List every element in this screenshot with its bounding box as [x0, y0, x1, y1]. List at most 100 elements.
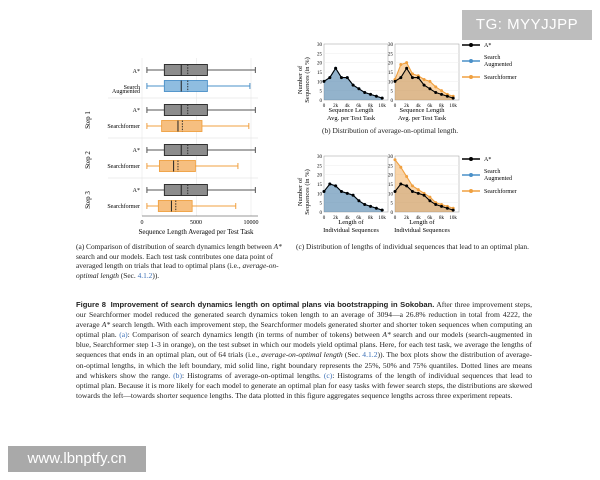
x-label: Length of — [409, 219, 435, 226]
y-tick: 15 — [388, 183, 394, 188]
x-label: Sequence Length — [400, 107, 446, 114]
y-tick: 10 — [388, 80, 394, 85]
x-tick: 6k — [356, 216, 362, 221]
row-label: Augmented — [112, 89, 140, 95]
series-point — [399, 76, 403, 80]
box — [157, 200, 193, 212]
box-x-label: Sequence Length Averaged per Test Task — [138, 228, 254, 236]
series-point — [416, 76, 420, 80]
y-tick: 20 — [388, 62, 394, 67]
series-point — [345, 191, 349, 195]
series-point — [445, 206, 449, 210]
series-point — [416, 188, 420, 192]
series-point — [445, 94, 449, 98]
series-point — [339, 76, 343, 80]
group-label: Step 3 — [84, 191, 92, 209]
x-label: Individual Sequences — [394, 227, 450, 234]
legend-astar: A* — [484, 157, 491, 163]
x-tick: 10000 — [244, 220, 259, 226]
series-area — [324, 68, 383, 100]
histogram-c-chart: Number of Sequences (in %) 0 5 10 15 20 25 30 0… — [297, 155, 517, 234]
x-label: Length of — [338, 219, 364, 226]
series-point — [451, 96, 455, 100]
series-point — [345, 76, 349, 80]
y-tick: 30 — [317, 155, 323, 160]
series-area — [395, 159, 454, 212]
box-sep-lines — [108, 97, 258, 179]
series-point — [428, 87, 432, 91]
series-point — [357, 87, 361, 91]
y-tick: 5 — [320, 90, 323, 95]
series-point — [451, 208, 455, 212]
series-point — [380, 96, 384, 100]
legend-searchformer: Searchformer — [484, 74, 517, 81]
x-tick: 0 — [323, 104, 326, 109]
box — [163, 64, 208, 76]
y-tick: 25 — [388, 164, 394, 169]
series-point — [334, 66, 338, 70]
series-point — [434, 85, 438, 89]
y-tick: 20 — [388, 174, 394, 179]
legend-augmented-dot — [469, 59, 473, 63]
y-tick: 15 — [388, 71, 394, 76]
series-point — [399, 165, 403, 169]
series-area — [324, 184, 383, 212]
series-point — [422, 77, 426, 81]
series-point — [428, 199, 432, 203]
y-tick: 5 — [320, 202, 323, 207]
y-tick: 30 — [317, 43, 323, 48]
series-point — [422, 193, 426, 197]
box-plot-chart: A* Search Augmented A* Searchformer A* S… — [84, 58, 259, 236]
box — [161, 120, 203, 132]
series-point — [405, 184, 409, 188]
y-tick: 0 — [320, 211, 323, 216]
series-point — [357, 199, 361, 203]
series-point — [328, 76, 332, 80]
group-label: Step 1 — [84, 111, 92, 129]
y-tick: 0 — [391, 99, 394, 104]
row-label: A* — [133, 148, 140, 154]
x-tick: 0 — [323, 216, 326, 221]
series-point — [363, 203, 367, 207]
x-label: Avg. per Test Task — [398, 115, 447, 122]
series-area — [324, 68, 383, 100]
histogram-b-chart: Number of Sequences (in %) 0 5 10 15 20 25 30 0… — [297, 43, 517, 122]
box — [163, 80, 208, 92]
x-tick: 4k — [345, 216, 351, 221]
legend-c: A* Search Augmented Searchformer — [462, 157, 517, 195]
watermark-bottom: www.lbnptfy.cn — [8, 446, 146, 472]
y-label: Sequences (in %) — [304, 57, 311, 102]
x-tick: 0 — [141, 220, 144, 226]
row-label: Search — [124, 85, 140, 91]
figure-caption: Figure 8 Improvement of search dynamics … — [76, 300, 532, 400]
series-area — [395, 68, 454, 100]
x-tick: 6k — [427, 216, 433, 221]
y-tick: 20 — [317, 174, 323, 179]
caption-a: (a) Comparison of distribution of search… — [76, 242, 282, 280]
series-point — [416, 191, 420, 195]
x-tick: 2k — [333, 104, 339, 109]
x-tick: 6k — [356, 104, 362, 109]
y-label: Number of — [297, 177, 304, 206]
row-label: Searchformer — [107, 163, 140, 170]
series-point — [410, 184, 414, 188]
legend-b: A* Search Augmented Searchformer — [462, 43, 517, 81]
legend-augmented: Search — [484, 169, 500, 175]
y-tick: 5 — [391, 202, 394, 207]
series-point — [399, 182, 403, 186]
series-point — [410, 76, 414, 80]
y-tick: 0 — [320, 99, 323, 104]
series-point — [405, 61, 409, 65]
series-point — [399, 63, 403, 67]
y-tick: 15 — [317, 71, 323, 76]
x-tick: 2k — [404, 104, 410, 109]
series-point — [434, 91, 438, 95]
box — [163, 104, 208, 116]
series-point — [410, 72, 414, 76]
legend-augmented-dot — [469, 173, 473, 177]
series-area — [395, 184, 454, 212]
x-tick: 8k — [439, 216, 445, 221]
series-point — [374, 94, 378, 98]
x-label: Sequence Length — [329, 107, 375, 114]
legend-searchformer-dot — [469, 75, 473, 79]
